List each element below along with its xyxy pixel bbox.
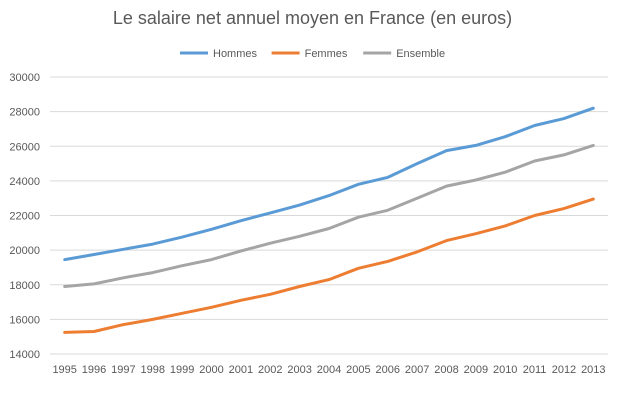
x-tick-label: 1996 — [82, 364, 106, 376]
y-tick-label: 30000 — [9, 72, 40, 84]
x-tick-label: 1997 — [111, 364, 135, 376]
x-tick-label: 2005 — [346, 364, 370, 376]
series-line-ensemble — [63, 143, 595, 288]
legend: Hommes Femmes Ensemble — [180, 48, 445, 60]
x-tick-label: 2008 — [434, 364, 458, 376]
gridlines — [50, 76, 608, 355]
legend-label-femmes: Femmes — [305, 48, 348, 60]
x-tick-label: 1995 — [52, 364, 76, 376]
x-tick-label: 2006 — [375, 364, 399, 376]
x-tick-label: 2002 — [258, 364, 282, 376]
y-tick-label: 22000 — [9, 211, 40, 223]
y-tick-label: 24000 — [9, 176, 40, 188]
x-axis-ticks: 1995 1996 1997 1998 1999 2000 2001 2002 2003 2004… — [52, 364, 605, 376]
x-tick-label: 2012 — [552, 364, 576, 376]
y-tick-label: 18000 — [9, 280, 40, 292]
x-tick-label: 2007 — [405, 364, 429, 376]
series-line-femmes — [63, 197, 595, 334]
y-tick-label: 16000 — [9, 314, 40, 326]
x-tick-label: 2009 — [464, 364, 488, 376]
legend-label-hommes: Hommes — [213, 48, 258, 60]
x-tick-label: 2013 — [581, 364, 605, 376]
series-line-hommes — [63, 106, 595, 262]
y-tick-label: 14000 — [9, 349, 40, 361]
chart-title: Le salaire net annuel moyen en France (e… — [112, 8, 513, 28]
y-axis-ticks: 14000 16000 18000 20000 22000 24000 26000 28000… — [9, 72, 40, 361]
x-tick-label: 2003 — [287, 364, 311, 376]
x-tick-label: 2000 — [199, 364, 223, 376]
y-tick-label: 20000 — [9, 245, 40, 257]
x-tick-label: 2010 — [493, 364, 517, 376]
x-tick-label: 2004 — [317, 364, 341, 376]
y-tick-label: 26000 — [9, 141, 40, 153]
y-tick-label: 28000 — [9, 107, 40, 119]
x-tick-label: 1998 — [141, 364, 165, 376]
series-lines — [63, 106, 595, 334]
x-tick-label: 2011 — [523, 364, 547, 376]
x-tick-label: 2001 — [229, 364, 253, 376]
x-tick-label: 1999 — [170, 364, 194, 376]
legend-label-ensemble: Ensemble — [396, 48, 445, 60]
